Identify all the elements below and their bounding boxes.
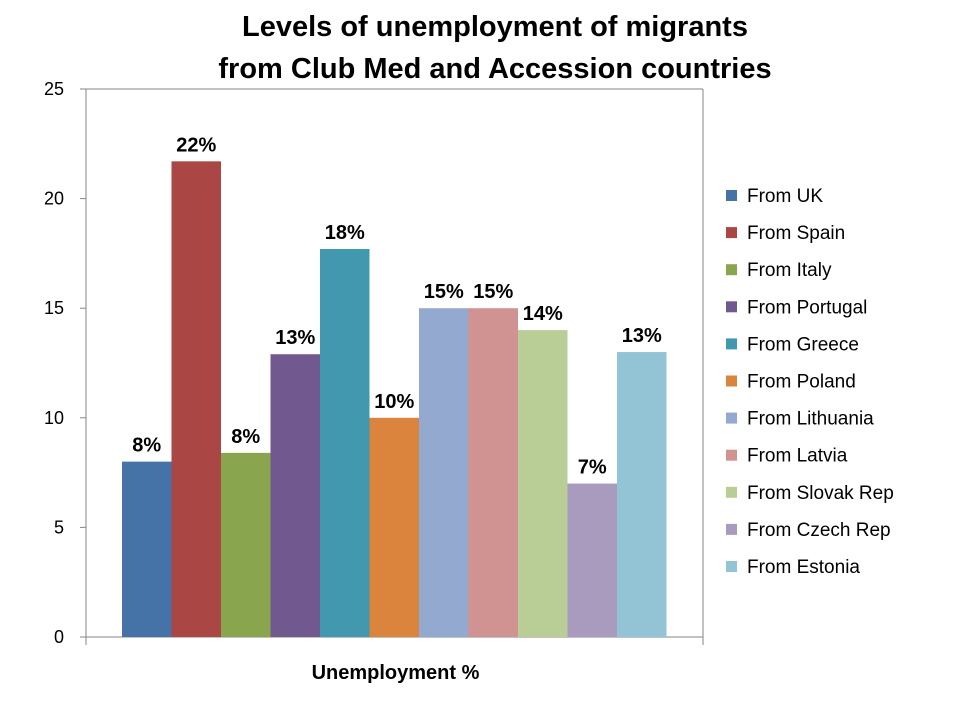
y-tick-label: 25 [44, 79, 64, 99]
bar [468, 308, 518, 637]
legend-entry: From Italy [747, 260, 832, 281]
data-label: 10% [374, 391, 414, 413]
legend-entry: From Spain [747, 223, 845, 244]
legend-swatch [726, 523, 737, 535]
data-labels: 8% 22% 8% 13% 18% 10% 15% 15% 14% 7% 13% [132, 134, 662, 478]
legend-entry: From UK [747, 186, 823, 207]
bar [567, 483, 617, 637]
bar [171, 161, 221, 637]
bar [518, 330, 568, 637]
bar [617, 352, 667, 637]
data-label: 8% [132, 435, 161, 457]
bar [122, 461, 172, 637]
legend-swatch [726, 264, 737, 276]
legend-swatch [726, 190, 737, 201]
legend-swatch [726, 561, 737, 572]
legend-swatch [726, 486, 737, 498]
data-label: 7% [578, 457, 607, 479]
data-label: 14% [523, 303, 563, 325]
y-tick-label: 15 [44, 298, 64, 318]
legend-swatch [726, 227, 737, 239]
bar [369, 417, 419, 637]
legend-swatch [726, 375, 737, 387]
legend-swatch [726, 338, 737, 350]
legend-entry: From Slovak Rep [747, 483, 894, 504]
legend-entry: From Portugal [747, 297, 867, 318]
data-label: 22% [176, 134, 216, 156]
legend-entry: From Greece [747, 334, 859, 355]
chart-title-line-1: Levels of unemployment of migrants [242, 11, 748, 43]
data-label: 13% [275, 327, 315, 349]
legend-entry: From Poland [747, 372, 856, 393]
legend-entry: From Latvia [747, 446, 848, 467]
y-tick-label: 10 [44, 408, 64, 428]
legend-entry: From Estonia [747, 557, 860, 578]
bar [320, 249, 370, 638]
data-label: 13% [622, 325, 662, 347]
data-label: 15% [424, 281, 464, 303]
data-label: 15% [473, 281, 513, 303]
legend: From UK From Spain From Italy From Portugal… [726, 186, 894, 578]
chart-title: Levels of unemployment of migrants from … [0, 6, 960, 90]
y-tick-label: 5 [54, 517, 64, 537]
data-label: 18% [325, 222, 365, 244]
data-label: 8% [231, 426, 260, 448]
legend-entry: From Lithuania [747, 409, 874, 430]
y-tick-label: 20 [44, 189, 64, 209]
legend-entry: From Czech Rep [747, 520, 891, 541]
bar [419, 308, 469, 637]
bar [221, 452, 271, 637]
x-axis-label: Unemployment % [312, 662, 480, 684]
bar [270, 354, 320, 637]
legend-swatch [726, 301, 737, 313]
legend-swatch [726, 449, 737, 461]
legend-swatch [726, 412, 737, 424]
bars [122, 161, 667, 638]
y-tick-label: 0 [54, 627, 64, 647]
chart-title-line-2: from Club Med and Accession countries [218, 53, 772, 85]
